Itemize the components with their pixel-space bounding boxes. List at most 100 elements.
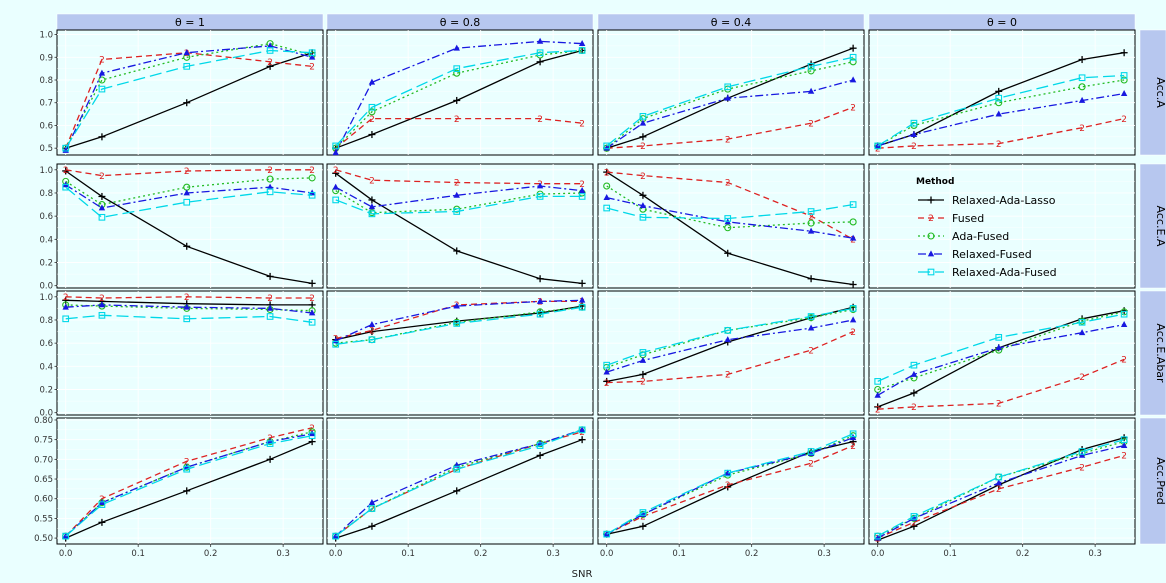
data-point: 2 [850,328,856,338]
series [874,310,1128,385]
data-point [849,76,857,83]
data-point [536,49,544,57]
data-point [927,232,935,240]
series-line [606,307,854,366]
series-line [65,296,313,299]
data-point [1120,436,1128,444]
series [332,303,586,348]
data-point [98,76,106,84]
data-point [368,321,376,328]
data-point: 2 [99,294,105,304]
data-point [453,65,461,72]
data-point [308,432,316,440]
x-tick-label: 0.1 [131,549,145,559]
column-strip-label: θ = 0 [987,16,1017,29]
data-point [62,315,70,323]
data-point [453,69,461,77]
data-point [927,268,935,276]
data-point: 2 [808,212,814,222]
data-point [536,297,544,304]
data-point: 2 [579,180,585,190]
data-point [536,37,544,44]
x-axis-label: SNR [572,569,593,580]
row-strip-label: Acc.A [1154,77,1166,108]
data-point: 2 [184,458,190,468]
data-point: 2 [579,119,585,129]
data-point [927,250,935,257]
data-point: 2 [454,115,460,125]
data-point [368,108,376,116]
data-point [308,174,316,182]
data-point [849,430,857,438]
data-point [1078,329,1086,336]
series [62,311,316,326]
data-point [724,83,732,91]
series-line [335,190,583,214]
data-point: 2 [369,115,375,125]
data-point [62,144,70,152]
data-point [332,532,340,540]
data-point [368,336,376,344]
data-point: 2 [1079,463,1085,473]
data-point [995,334,1003,341]
data-point [874,378,882,385]
data-point [98,69,106,76]
data-point [1078,83,1086,91]
data-point [849,201,857,208]
x-tick-label: 0.2 [745,549,759,559]
data-point: 2 [996,400,1002,410]
series [62,438,316,542]
data-point [995,99,1003,107]
legend-item: Relaxed-Ada-Fused [918,266,1057,279]
data-point: 2 [875,405,881,415]
data-point [849,53,857,61]
panel: 222220.00.10.20.3 [56,417,324,559]
data-point [266,183,274,190]
y-tick-label: 1.0 [39,293,53,303]
data-point [266,304,274,311]
data-point [807,324,815,331]
data-point: 2 [640,142,646,152]
series-line [65,427,313,537]
y-tick-label: 0.0 [39,282,53,292]
data-point [98,213,106,221]
series: 2 2 2 2 2 [63,293,315,304]
data-point [807,87,815,94]
y-tick-label: 0.8 [39,76,53,86]
data-point [807,313,815,320]
data-point [910,119,918,127]
row-strip-label: Acc.Pred [1154,457,1166,504]
data-point [807,219,815,227]
data-point [807,67,815,75]
series [603,53,857,150]
series [603,194,857,241]
data-point [453,465,461,473]
data-point [1078,318,1086,326]
data-point [266,313,274,320]
series-line [335,306,583,345]
y-tick-label: 0.9 [39,53,53,63]
data-point [98,204,106,211]
x-tick-label: 0.0 [59,549,73,559]
y-tick-label: 0.75 [34,436,53,446]
series-line [606,203,854,220]
data-point [578,47,586,54]
data-point [1120,321,1128,328]
data-point [578,193,586,200]
data-point: 2 [604,379,610,389]
y-tick-label: 0.6 [39,339,53,349]
data-point: 2 [604,168,610,178]
data-point [603,204,611,212]
data-point [1078,96,1086,103]
panel [868,163,1136,289]
series-line [606,331,854,384]
data-point: 2 [333,166,339,176]
series [332,169,586,287]
legend-item: Relaxed-Fused [918,248,1032,261]
data-point: 2 [725,481,731,491]
